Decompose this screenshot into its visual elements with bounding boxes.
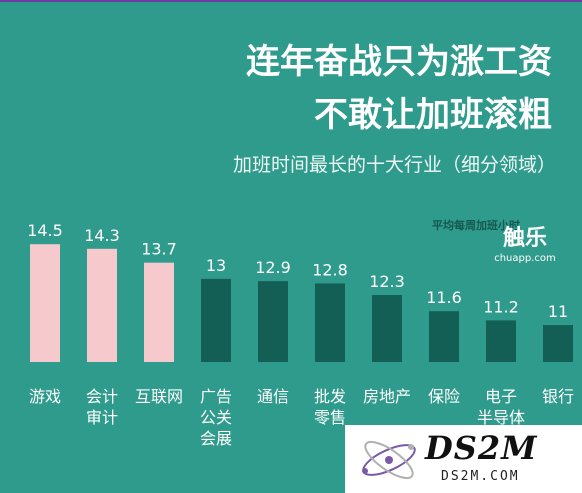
ds2m-watermark: DS2M DS2M.COM (345, 425, 582, 493)
bar-6 (372, 295, 402, 362)
value-label-7: 11.6 (426, 288, 462, 307)
value-label-3: 13 (206, 256, 226, 275)
value-label-9: 11 (548, 302, 568, 321)
value-label-2: 13.7 (141, 240, 177, 259)
bar-1 (87, 248, 117, 362)
category-label-0: 游戏 (29, 387, 61, 406)
bar-8 (486, 320, 516, 362)
category-label-3-1: 公关 (200, 408, 232, 427)
chart-subtitle: 加班时间最长的十大行业（细分领域） (232, 154, 556, 176)
value-label-1: 14.3 (84, 226, 120, 245)
bar-9 (543, 325, 573, 362)
top-border (0, 0, 582, 2)
category-label-7: 保险 (428, 387, 460, 406)
category-label-4: 通信 (257, 387, 289, 406)
category-label-9: 银行 (542, 387, 574, 406)
value-label-8: 11.2 (483, 297, 519, 316)
category-label-8-0: 电子 (485, 387, 517, 406)
category-label-3-0: 广告 (200, 387, 232, 406)
atom-icon (362, 440, 416, 480)
category-label-8-1: 半导体 (477, 408, 525, 427)
logo-url: chuapp.com (494, 253, 556, 264)
bar-4 (258, 281, 288, 362)
category-label-6: 房地产 (363, 387, 411, 406)
watermark-url: DS2M.COM (441, 469, 520, 484)
logo-name: 触乐 (502, 226, 547, 251)
watermark-name: DS2M (425, 429, 538, 467)
page-title-line2: 不敢让加班滚粗 (314, 95, 552, 135)
value-label-0: 14.5 (27, 221, 63, 240)
bar-7 (429, 311, 459, 362)
bar-2 (144, 262, 174, 362)
category-label-2: 互联网 (135, 387, 183, 406)
value-label-6: 12.3 (369, 272, 405, 291)
category-label-5-0: 批发 (314, 387, 346, 406)
bar-3 (201, 278, 231, 362)
bar-5 (315, 283, 345, 362)
value-label-4: 12.9 (255, 258, 291, 277)
bar-0 (30, 244, 60, 362)
value-label-5: 12.8 (312, 260, 348, 279)
chuapp-logo: 触乐 chuapp.com (489, 225, 561, 275)
y-unit-label: 平均每周加班小时 (432, 219, 520, 232)
category-label-3-2: 会展 (200, 429, 232, 448)
category-label-5-1: 零售 (314, 408, 346, 427)
page-title-line1: 连年奋战只为涨工资 (246, 42, 552, 82)
category-label-1-0: 会计 (86, 387, 118, 406)
category-label-1-1: 审计 (86, 408, 118, 427)
